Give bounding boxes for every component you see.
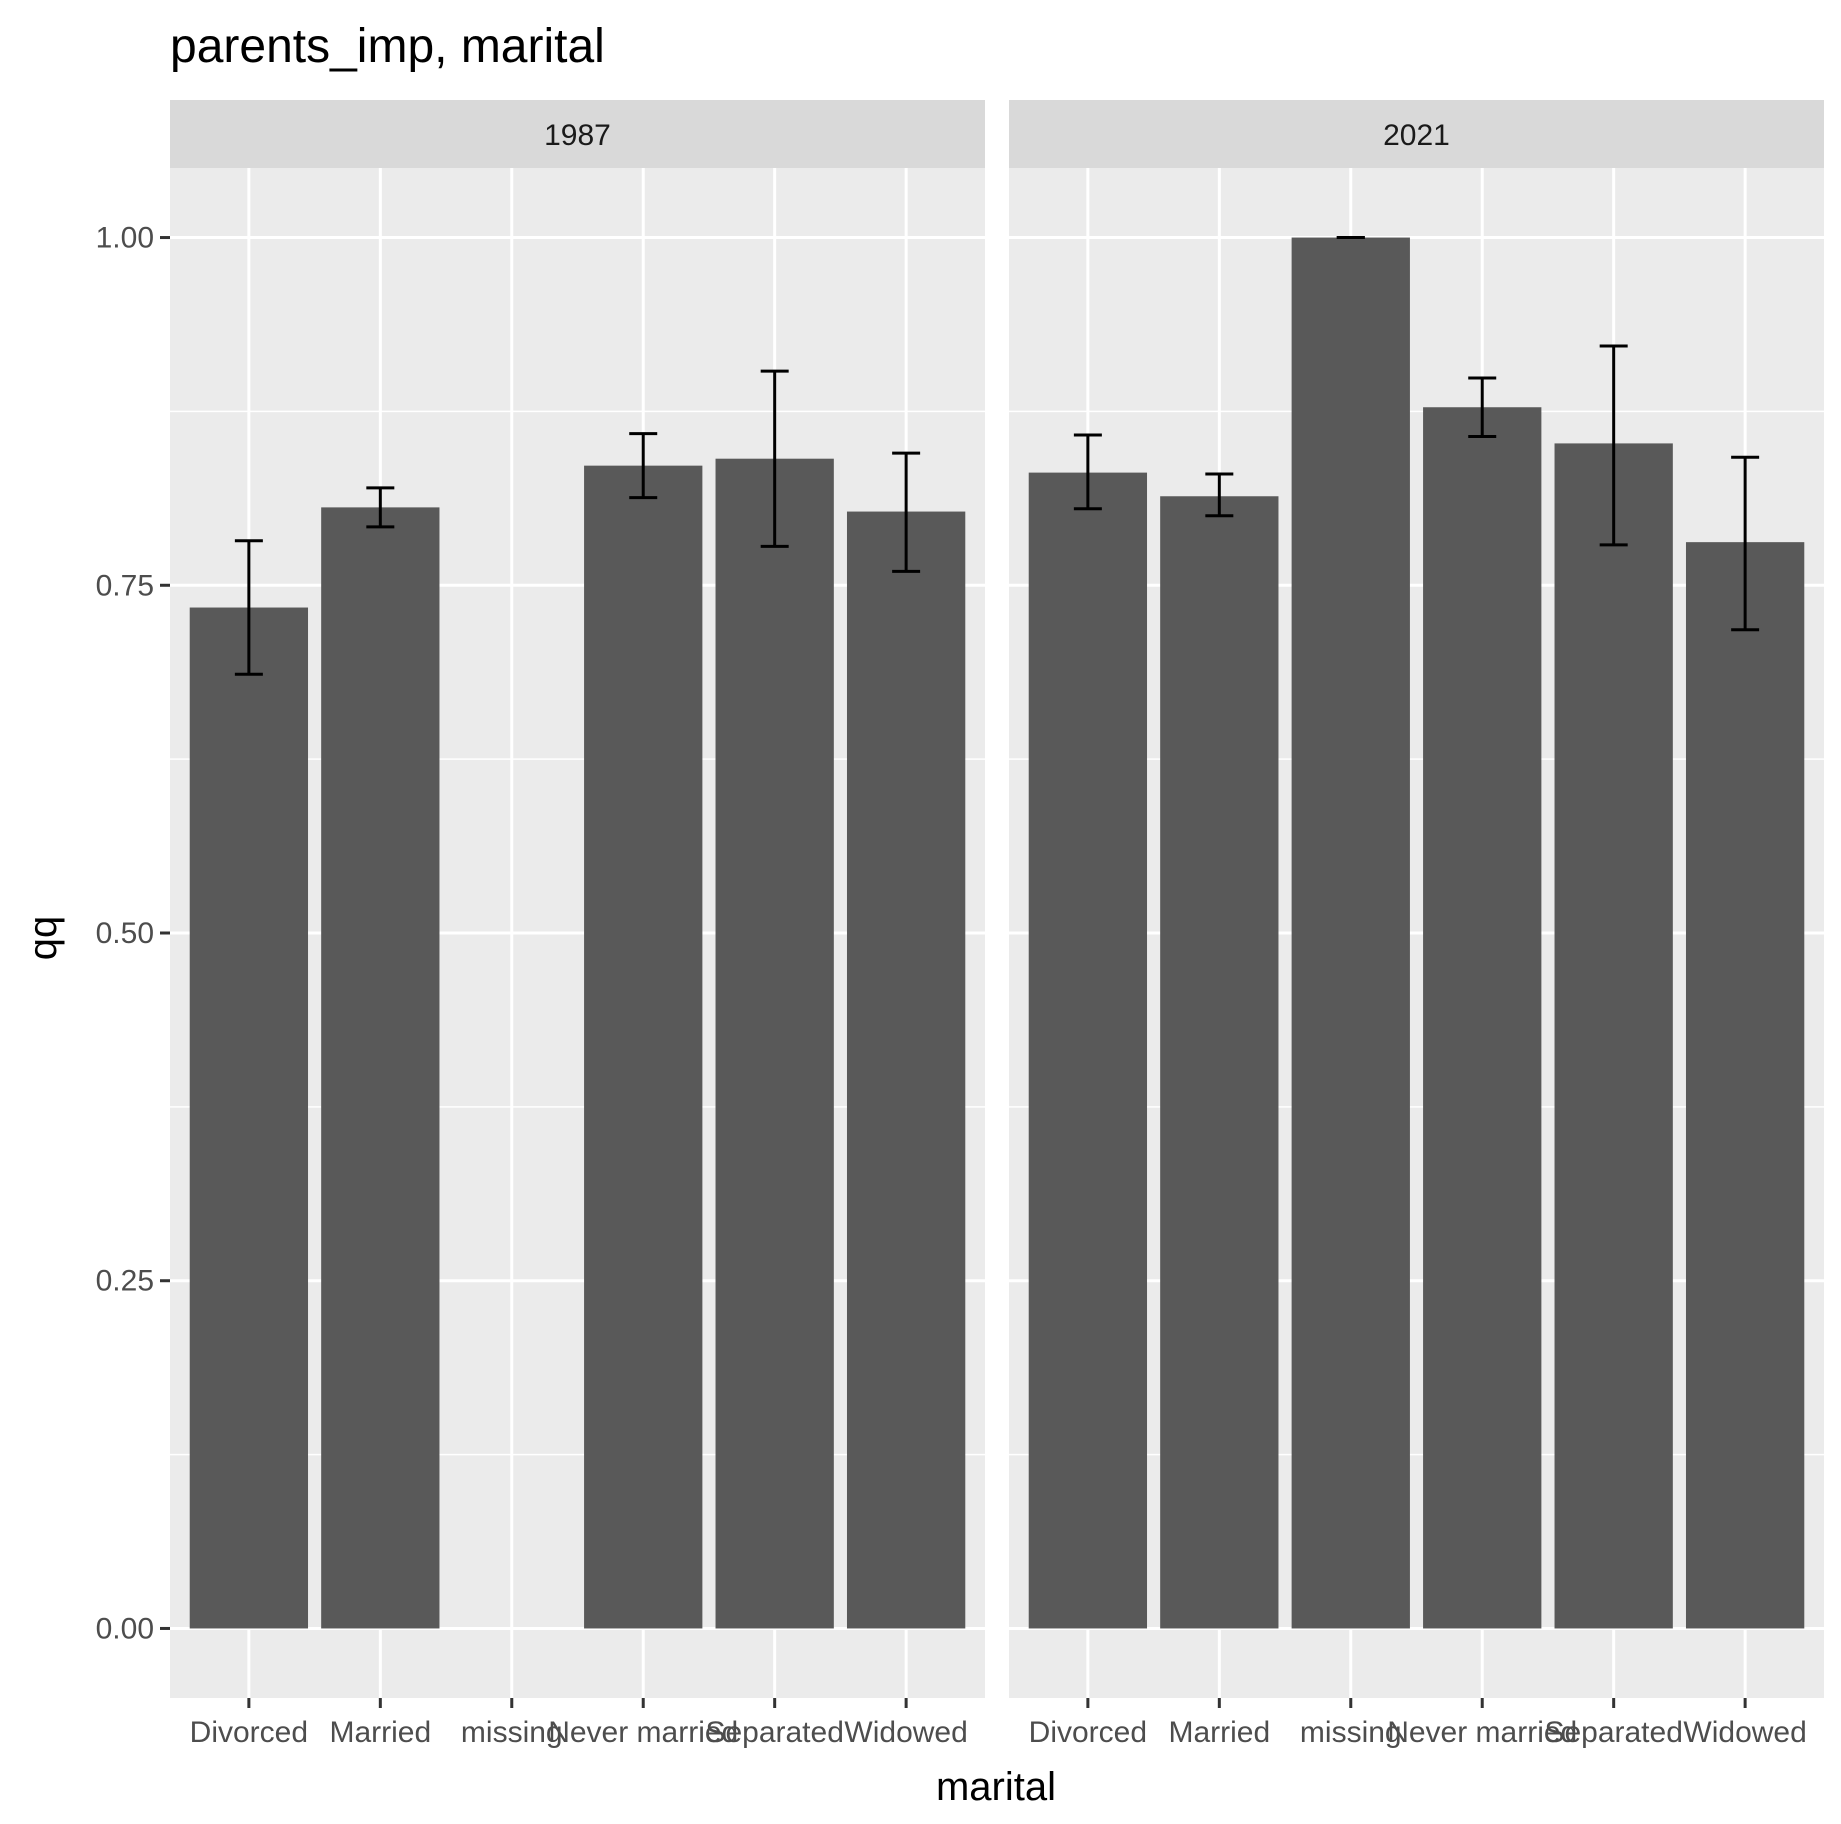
x-tick-label: Never married: [548, 1716, 738, 1749]
y-tick-label: 0.00: [96, 1612, 154, 1645]
y-tick-label: 0.25: [96, 1265, 154, 1298]
errorbar-Married: [366, 486, 395, 529]
bar-Widowed: [1685, 542, 1805, 1629]
bar-Separated: [715, 458, 834, 1629]
bar-Married: [1160, 496, 1279, 1629]
y-tick-label: 0.50: [96, 917, 154, 950]
x-tick-label: missing: [461, 1716, 563, 1749]
facet-strip-label: 2021: [1383, 119, 1450, 152]
x-tick-label: Married: [1168, 1716, 1270, 1749]
y-tick-label: 1.00: [96, 222, 154, 255]
chart-title: parents_imp, marital: [170, 20, 605, 73]
facet-strip-label: 1987: [544, 119, 611, 152]
errorbar-Widowed: [892, 451, 921, 573]
x-tick-label: Separated: [1544, 1716, 1682, 1749]
y-tick-label: 0.75: [96, 569, 154, 602]
bar-Widowed: [846, 511, 966, 1629]
x-tick-label: Separated: [705, 1716, 843, 1749]
y-axis: 0.00 0.25 0.50 0.75 1.00: [96, 222, 170, 1645]
errorbar-Separated: [1599, 344, 1628, 547]
bar-missing: [1291, 237, 1410, 1629]
facet-strip: [170, 100, 985, 168]
facet-strip: [1009, 100, 1824, 168]
bar-Separated: [1554, 443, 1673, 1629]
x-tick-label: Divorced: [190, 1716, 308, 1749]
errorbar-Divorced: [234, 539, 263, 676]
errorbar-Never married: [629, 432, 658, 500]
y-axis-title: qq: [21, 916, 65, 961]
errorbar-Separated: [760, 369, 789, 548]
errorbar-Married: [1205, 472, 1234, 518]
x-tick-label: Never married: [1387, 1716, 1577, 1749]
bar-Never married: [584, 465, 703, 1629]
x-tick-label: Married: [329, 1716, 431, 1749]
x-tick-label: missing: [1300, 1716, 1402, 1749]
bar-Divorced: [1028, 472, 1148, 1629]
bar-Never married: [1423, 407, 1542, 1629]
errorbar-Widowed: [1731, 455, 1760, 632]
bar-Divorced: [189, 607, 309, 1629]
x-tick-label: Widowed: [844, 1716, 967, 1749]
x-tick-label: Divorced: [1029, 1716, 1147, 1749]
x-axis-title: marital: [936, 1765, 1056, 1809]
errorbar-Never married: [1468, 376, 1497, 438]
bar-Married: [321, 507, 440, 1629]
errorbar-Divorced: [1073, 433, 1102, 511]
x-tick-label: Widowed: [1683, 1716, 1806, 1749]
